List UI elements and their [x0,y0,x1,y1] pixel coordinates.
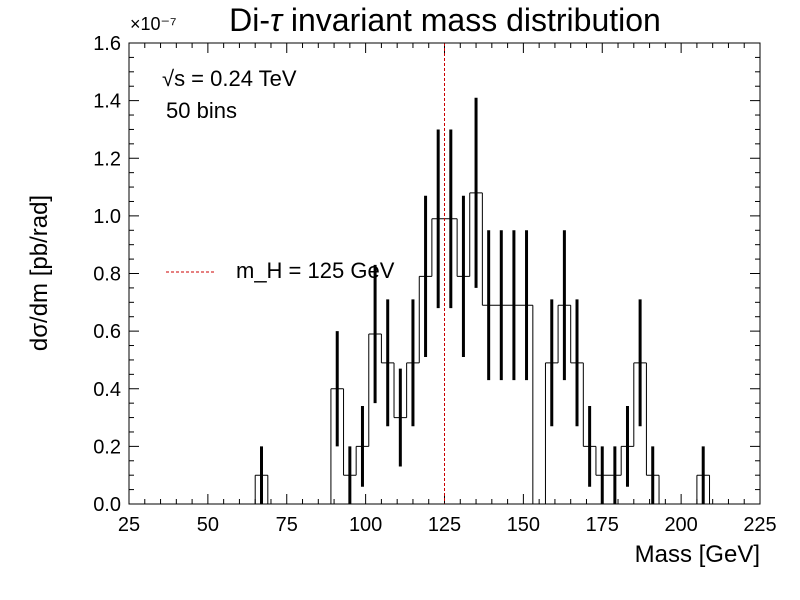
y-tick-label: 1.0 [93,206,121,228]
annotation-bins: 50 bins [166,98,237,123]
error-bars [260,97,705,504]
y-tick-label: 1.6 [93,33,121,55]
x-tick-label: 25 [118,514,140,536]
tick-labels: 25 50 75 100 125 150 175 200 225 0.0 0.2 0.4 0.6 0.8 1… [93,33,777,536]
y-tick-label: 0.0 [93,494,121,516]
legend-label-higgs: m_H = 125 GeV [236,258,395,283]
x-tick-label: 200 [664,514,697,536]
y-tick-label: 0.8 [93,264,121,286]
x-tick-label: 50 [197,514,219,536]
x-tick-label: 75 [276,514,298,536]
x-tick-label: 125 [428,514,461,536]
y-tick-label: 0.2 [93,436,121,458]
minor-ticks [129,43,760,504]
y-tick-label: 0.6 [93,321,121,343]
annotation-energy: √s = 0.24 TeV [162,66,297,91]
y-tick-label: 1.4 [93,91,121,113]
x-tick-label: 100 [349,514,382,536]
chart-title: Di-τ invariant mass distribution [229,2,661,38]
x-tick-label: 225 [743,514,776,536]
y-tick-label: 1.2 [93,148,121,170]
plot-frame [128,42,761,505]
x-axis-label: Mass [GeV] [634,541,760,568]
y-exponent-label: ×10⁻⁷ [130,14,177,34]
x-tick-label: 150 [507,514,540,536]
x-tick-label: 175 [586,514,619,536]
y-tick-label: 0.4 [93,379,121,401]
